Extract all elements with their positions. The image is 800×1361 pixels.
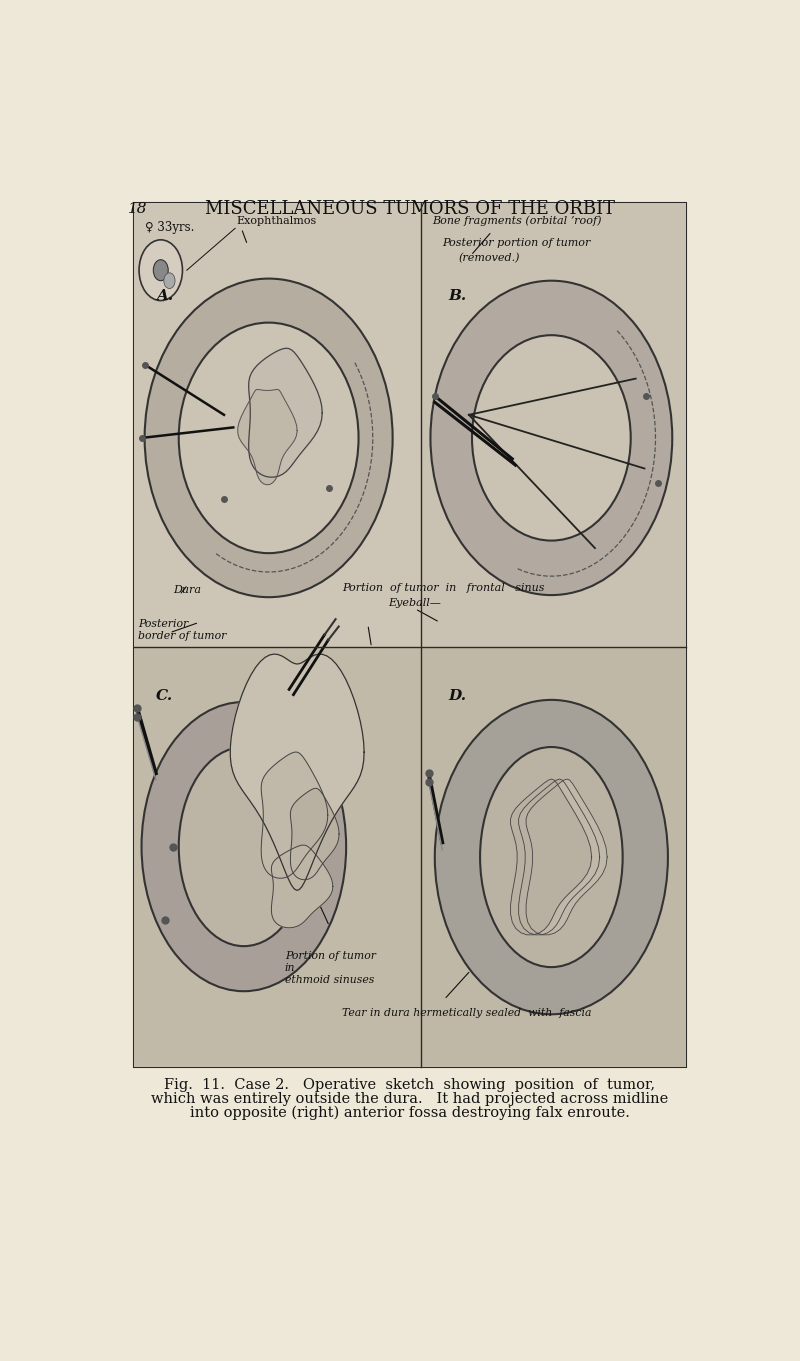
Polygon shape xyxy=(271,845,333,928)
Ellipse shape xyxy=(145,279,393,597)
Bar xyxy=(134,203,421,648)
Ellipse shape xyxy=(154,260,168,280)
Ellipse shape xyxy=(139,240,182,301)
Text: which was entirely outside the dura.   It had projected across midline: which was entirely outside the dura. It … xyxy=(151,1092,669,1106)
Bar xyxy=(421,648,686,1067)
Polygon shape xyxy=(510,778,592,935)
Text: Exophthalmos: Exophthalmos xyxy=(237,216,317,226)
Text: into opposite (right) anterior fossa destroying falx enroute.: into opposite (right) anterior fossa des… xyxy=(190,1105,630,1120)
Text: Portion of tumor
in
ethmoid sinuses: Portion of tumor in ethmoid sinuses xyxy=(285,951,376,984)
Ellipse shape xyxy=(178,323,358,553)
Polygon shape xyxy=(526,778,607,935)
Polygon shape xyxy=(230,655,364,890)
Ellipse shape xyxy=(480,747,622,968)
Text: Eyeball—: Eyeball— xyxy=(388,597,441,607)
Polygon shape xyxy=(518,778,600,935)
Text: C.: C. xyxy=(156,689,173,702)
Text: Posterior
border of tumor: Posterior border of tumor xyxy=(138,619,227,641)
Text: Fig.  11.  Case 2.   Operative  sketch  showing  position  of  tumor,: Fig. 11. Case 2. Operative sketch showin… xyxy=(165,1078,655,1092)
Text: MISCELLANEOUS TUMORS OF THE ORBIT: MISCELLANEOUS TUMORS OF THE ORBIT xyxy=(205,200,615,218)
Text: Portion  of tumor  in   frontal   sinus: Portion of tumor in frontal sinus xyxy=(342,583,544,593)
Polygon shape xyxy=(290,788,339,879)
Ellipse shape xyxy=(142,702,346,991)
Ellipse shape xyxy=(430,280,672,595)
Text: Tear in dura hermetically sealed  with  fascia: Tear in dura hermetically sealed with fa… xyxy=(342,1009,591,1018)
Ellipse shape xyxy=(164,272,175,289)
Text: ♀ 33yrs.: ♀ 33yrs. xyxy=(145,222,194,234)
Text: 18: 18 xyxy=(128,203,147,216)
Polygon shape xyxy=(261,753,328,878)
Text: B.: B. xyxy=(449,289,466,302)
Text: Bone fragments (orbital ʼroof): Bone fragments (orbital ʼroof) xyxy=(432,215,602,226)
Text: Dura: Dura xyxy=(173,585,201,595)
Text: Posterior portion of tumor: Posterior portion of tumor xyxy=(442,238,590,248)
Polygon shape xyxy=(238,389,297,485)
Text: A.: A. xyxy=(156,289,173,302)
Bar xyxy=(421,203,686,648)
Bar xyxy=(134,648,421,1067)
Text: D.: D. xyxy=(449,689,466,702)
Text: (removed.): (removed.) xyxy=(458,253,520,263)
Ellipse shape xyxy=(435,700,668,1014)
Polygon shape xyxy=(249,348,322,478)
Ellipse shape xyxy=(178,747,309,946)
Ellipse shape xyxy=(472,335,630,540)
Bar xyxy=(134,203,686,1067)
